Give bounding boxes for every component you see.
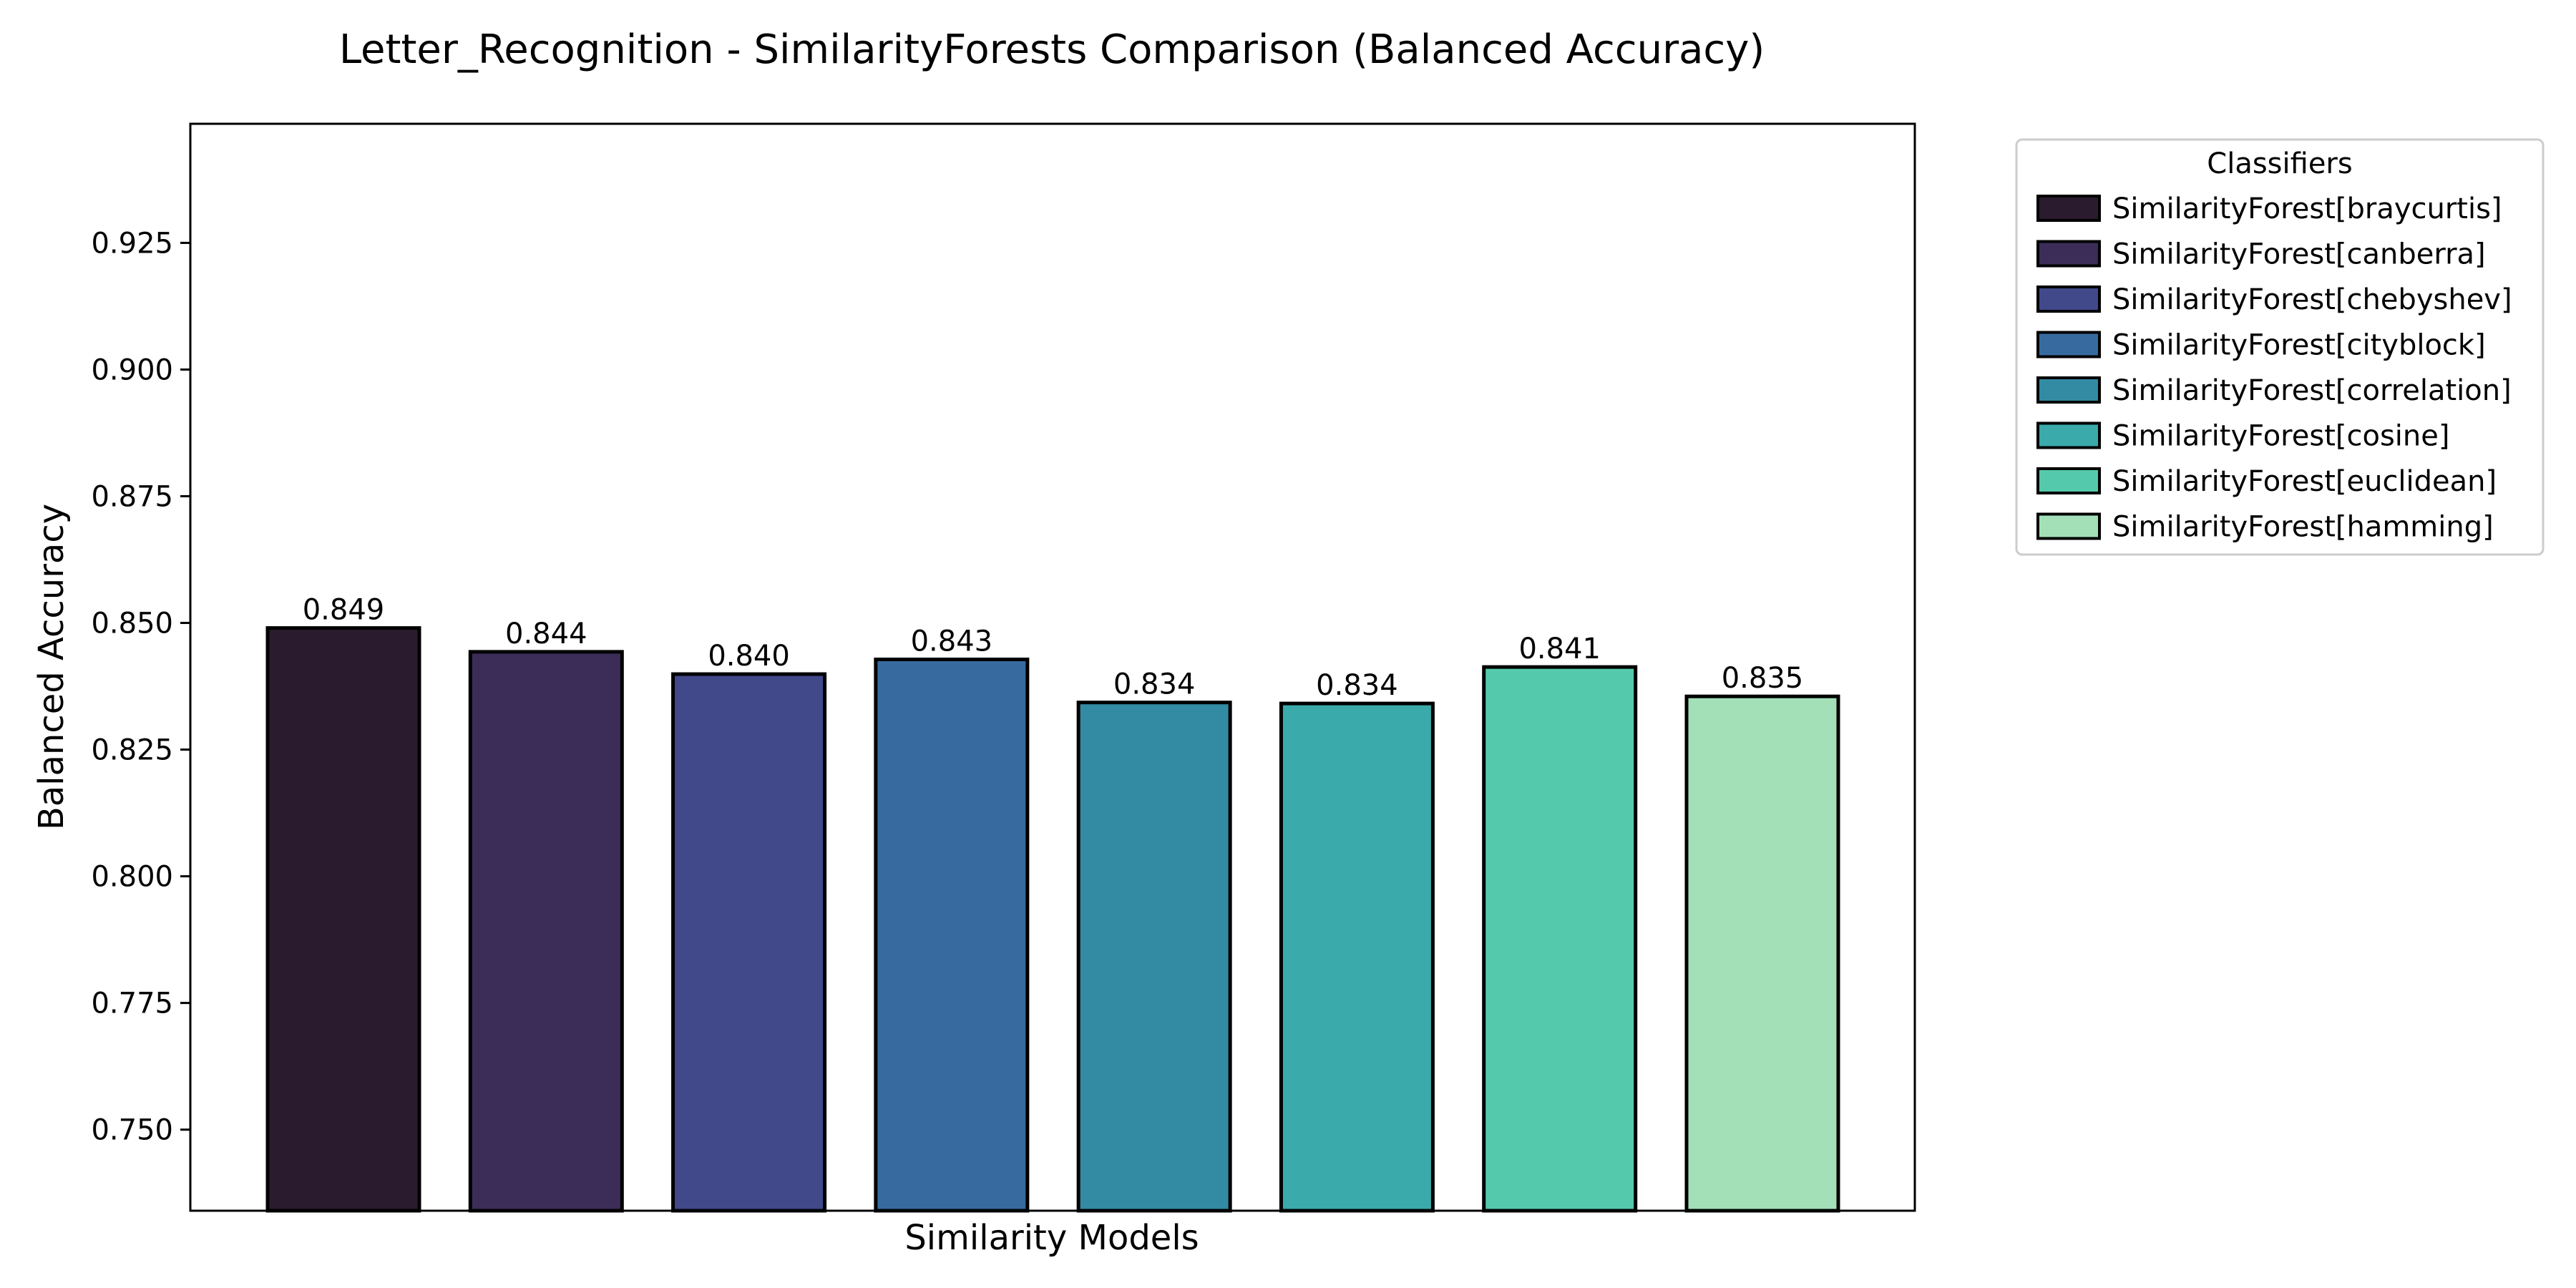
legend-label: SimilarityForest[canberra] bbox=[2112, 238, 2486, 271]
bar-value-label: 0.843 bbox=[911, 625, 993, 658]
bar bbox=[1279, 701, 1435, 1213]
legend-items: SimilarityForest[braycurtis] SimilarityFo… bbox=[2036, 192, 2512, 544]
legend-label: SimilarityForest[chebyshev] bbox=[2112, 283, 2512, 316]
legend-label: SimilarityForest[cosine] bbox=[2112, 420, 2449, 453]
bar bbox=[874, 658, 1030, 1213]
legend: Classifiers SimilarityForest[braycurtis]… bbox=[2015, 138, 2545, 556]
bar-value-label: 0.844 bbox=[505, 618, 587, 650]
y-axis-title: Balanced Accuracy bbox=[31, 504, 72, 830]
x-axis-title: Similarity Models bbox=[904, 1218, 1199, 1258]
legend-swatch bbox=[2036, 421, 2101, 449]
y-tick-label: 0.850 bbox=[91, 608, 173, 640]
legend-swatch bbox=[2036, 240, 2101, 268]
y-tick-label: 0.900 bbox=[91, 353, 173, 386]
bar bbox=[1684, 694, 1840, 1213]
legend-title: Classifiers bbox=[2207, 147, 2352, 180]
legend-frame bbox=[2015, 138, 2545, 556]
y-tick-label: 0.825 bbox=[91, 734, 173, 767]
plot-frame bbox=[189, 122, 1916, 1212]
y-tick-label: 0.775 bbox=[91, 987, 173, 1020]
plot-area: 0.750 0.775 0.800 0.825 0.850 0.875 0.900 0.925… bbox=[91, 227, 1840, 1213]
legend-swatch bbox=[2036, 286, 2101, 313]
bar-value-label: 0.835 bbox=[1722, 662, 1804, 695]
legend-label: SimilarityForest[cityblock] bbox=[2112, 329, 2486, 362]
bar bbox=[671, 672, 827, 1213]
y-tick-label: 0.925 bbox=[91, 227, 173, 260]
chart-title: Letter_Recognition - SimilarityForests C… bbox=[339, 26, 1765, 73]
legend-label: SimilarityForest[correlation] bbox=[2112, 374, 2512, 407]
legend-swatch bbox=[2036, 512, 2101, 540]
bar bbox=[1482, 665, 1638, 1213]
bar-value-label: 0.834 bbox=[1113, 668, 1196, 701]
legend-label: SimilarityForest[braycurtis] bbox=[2112, 192, 2502, 225]
y-tick-label: 0.875 bbox=[91, 480, 173, 513]
bar bbox=[468, 650, 624, 1213]
y-tick-label: 0.750 bbox=[91, 1114, 173, 1147]
bar-value-label: 0.841 bbox=[1518, 633, 1601, 665]
bar bbox=[1076, 701, 1232, 1213]
legend-swatch bbox=[2036, 195, 2101, 222]
bar-value-label: 0.834 bbox=[1316, 669, 1398, 702]
legend-label: SimilarityForest[euclidean] bbox=[2112, 465, 2497, 498]
legend-swatch bbox=[2036, 376, 2101, 404]
bar-value-label: 0.840 bbox=[708, 640, 790, 673]
legend-swatch bbox=[2036, 331, 2101, 358]
bar-value-label: 0.849 bbox=[303, 594, 385, 627]
y-tick-label: 0.800 bbox=[91, 861, 173, 894]
legend-swatch bbox=[2036, 467, 2101, 494]
legend-label: SimilarityForest[hamming] bbox=[2112, 511, 2494, 544]
bar bbox=[265, 626, 421, 1213]
